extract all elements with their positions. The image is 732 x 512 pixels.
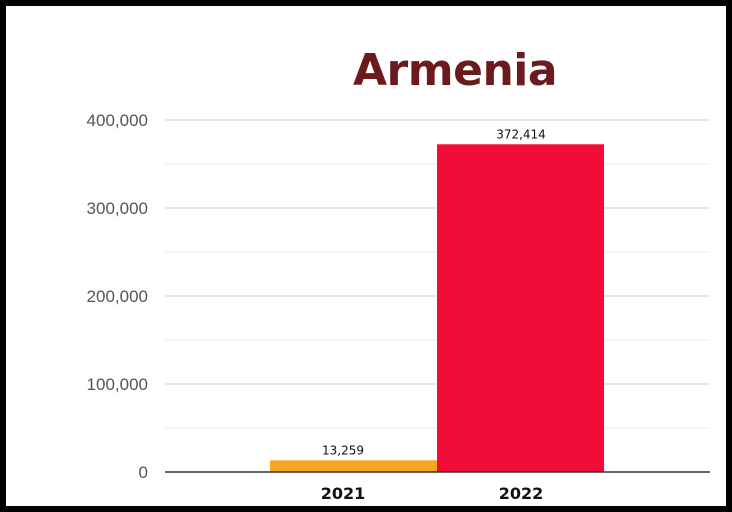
y-axis: 0 100,000 200,000 300,000 400,000 (87, 111, 148, 482)
y-tick-label: 200,000 (87, 287, 148, 306)
chart-title: Armenia (353, 45, 558, 96)
x-tick-label: 2022 (499, 484, 544, 503)
bars (270, 144, 604, 472)
bar-2022 (437, 144, 604, 472)
data-label-2022: 372,414 (496, 127, 546, 141)
x-tick-label: 2021 (321, 484, 366, 503)
y-tick-label: 400,000 (87, 111, 148, 130)
data-labels: 13,259 372,414 (322, 127, 546, 457)
y-tick-label: 100,000 (87, 375, 148, 394)
x-axis: 2021 2022 (165, 471, 710, 503)
bar-2021 (270, 460, 437, 472)
data-label-2021: 13,259 (322, 443, 364, 457)
y-tick-label: 300,000 (87, 199, 148, 218)
y-tick-label: 0 (139, 463, 148, 482)
